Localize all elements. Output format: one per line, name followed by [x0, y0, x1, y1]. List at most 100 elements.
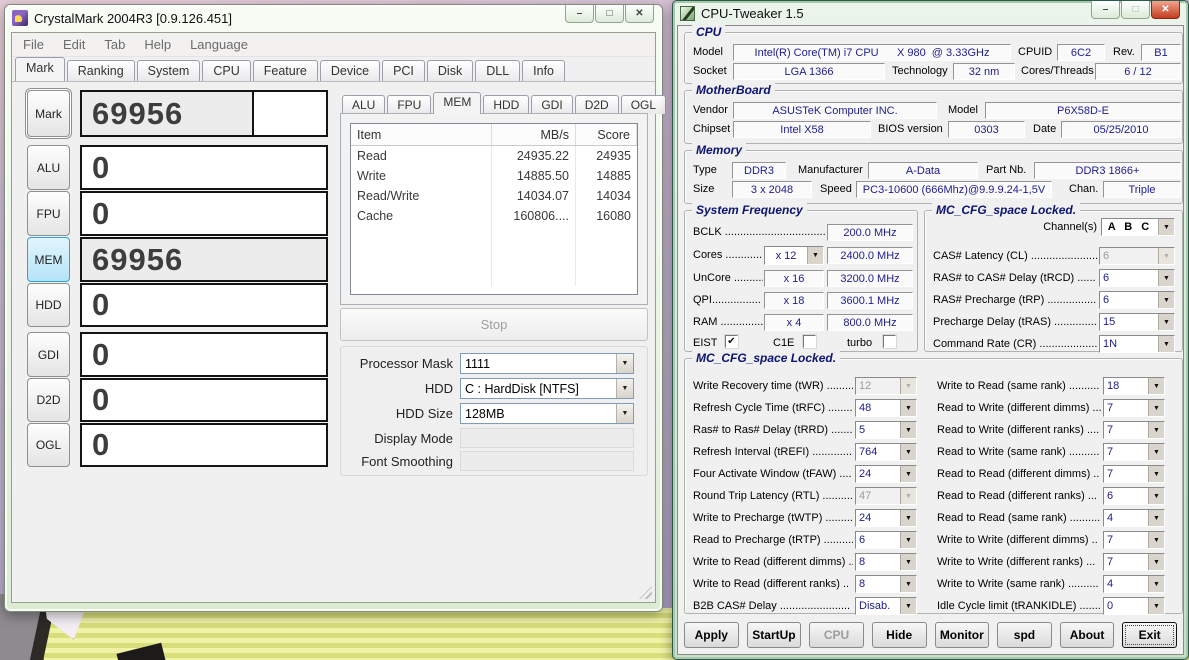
rtr-same-rank-select[interactable]: 4 — [1103, 509, 1165, 527]
maximize-icon[interactable] — [595, 5, 624, 23]
alu-score-box: 0 — [80, 145, 328, 190]
menu-language[interactable]: Language — [190, 37, 248, 52]
tab-device[interactable]: Device — [319, 60, 381, 81]
tab-feature[interactable]: Feature — [252, 60, 318, 81]
tab-mark[interactable]: Mark — [15, 57, 65, 81]
chevron-down-icon — [1148, 598, 1164, 614]
minimize-icon[interactable] — [1091, 1, 1120, 19]
col-score[interactable]: Score — [576, 124, 637, 145]
cputweaker-app-icon — [680, 5, 695, 21]
trcd-select[interactable]: 6 — [1099, 269, 1175, 287]
tab-pci[interactable]: PCI — [382, 60, 425, 81]
about-button[interactable]: About — [1059, 622, 1115, 648]
wtw-diff-ranks-select[interactable]: 7 — [1103, 553, 1165, 571]
tab-info[interactable]: Info — [522, 60, 566, 81]
rtw-diff-dimms-select[interactable]: 7 — [1103, 399, 1165, 417]
minimize-icon[interactable] — [565, 5, 594, 23]
hide-button[interactable]: Hide — [871, 622, 927, 648]
result-tab-d2d[interactable]: D2D — [574, 95, 619, 114]
gdi-button[interactable]: GDI — [27, 332, 70, 377]
col-item[interactable]: Item — [351, 124, 492, 145]
menu-edit[interactable]: Edit — [62, 37, 86, 52]
trrd-select[interactable]: 5 — [855, 421, 917, 439]
monitor-button[interactable]: Monitor — [934, 622, 990, 648]
startup-button[interactable]: StartUp — [746, 622, 802, 648]
command-rate-select[interactable]: 1N — [1099, 335, 1175, 353]
rtl-select[interactable]: 47 — [855, 487, 917, 505]
channels-select[interactable]: A B C — [1101, 218, 1175, 236]
menu-file[interactable]: File — [23, 37, 44, 52]
rtr-diff-dimms-select[interactable]: 7 — [1103, 465, 1165, 483]
menu-help[interactable]: Help — [144, 37, 172, 52]
cputweaker-titlebar[interactable]: CPU-Tweaker 1.5 — [673, 1, 1188, 25]
result-tab-alu[interactable]: ALU — [342, 95, 386, 114]
wtr-diff-dimms-value: 8 — [859, 556, 866, 568]
d2d-button[interactable]: D2D — [27, 378, 70, 422]
display-mode-row: Display Mode — [341, 428, 647, 450]
cas-latency-select[interactable]: 6 — [1099, 247, 1175, 265]
turbo-label: turbo — [847, 337, 873, 349]
maximize-icon[interactable] — [1121, 1, 1150, 19]
twr-select[interactable]: 12 — [855, 377, 917, 395]
cpu-button[interactable]: CPU — [809, 622, 864, 648]
processor-mask-select[interactable]: 1111 — [460, 353, 634, 374]
rtr-diff-ranks-select[interactable]: 6 — [1103, 487, 1165, 505]
memory-speed-value: PC3-10600 (666Mhz)@9.9.9.24-1,5V — [856, 181, 1052, 198]
exit-button[interactable]: Exit — [1122, 622, 1177, 648]
apply-button[interactable]: Apply — [684, 622, 739, 648]
tab-disk[interactable]: Disk — [426, 60, 474, 81]
menu-tab[interactable]: Tab — [104, 37, 126, 52]
spd-button[interactable]: spd — [997, 622, 1052, 648]
turbo-checkbox[interactable] — [883, 335, 896, 348]
wtr-diff-ranks-select[interactable]: 8 — [855, 575, 917, 593]
stop-button[interactable]: Stop — [340, 308, 648, 341]
result-tab-mem[interactable]: MEM — [433, 92, 482, 114]
ogl-button[interactable]: OGL — [27, 423, 70, 467]
cores-multiplier-select[interactable]: x 12 — [764, 246, 824, 265]
table-row-empty — [351, 246, 637, 266]
font-smoothing-row: Font Smoothing — [341, 451, 647, 473]
uncore-multiplier: x 16 — [764, 270, 824, 287]
tab-cpu[interactable]: CPU — [202, 60, 251, 81]
rtw-diff-dimms-value: 7 — [1107, 402, 1114, 414]
trfc-select[interactable]: 48 — [855, 399, 917, 417]
close-icon[interactable] — [625, 5, 654, 23]
trtp-select[interactable]: 6 — [855, 531, 917, 549]
resize-grip[interactable] — [639, 586, 652, 599]
wtr-same-rank-select[interactable]: 18 — [1103, 377, 1165, 395]
c1e-checkbox[interactable] — [803, 335, 816, 348]
wtr-diff-dimms-select[interactable]: 8 — [855, 553, 917, 571]
trankidle-select[interactable]: 0 — [1103, 597, 1165, 615]
alu-button[interactable]: ALU — [27, 145, 70, 190]
hdd-button[interactable]: HDD — [27, 283, 70, 327]
wtw-diff-dimms-select[interactable]: 7 — [1103, 531, 1165, 549]
tab-dll[interactable]: DLL — [475, 60, 521, 81]
trp-select[interactable]: 6 — [1099, 291, 1175, 309]
tab-ranking[interactable]: Ranking — [66, 60, 135, 81]
eist-checkbox[interactable] — [725, 335, 738, 348]
hdd-select[interactable]: C : HardDisk [NTFS] — [460, 378, 634, 399]
rtw-diff-ranks-select[interactable]: 7 — [1103, 421, 1165, 439]
fpu-button[interactable]: FPU — [27, 191, 70, 236]
hdd-size-select[interactable]: 128MB — [460, 403, 634, 424]
cpu-group: CPU Model Intel(R) Core(TM) i7 CPU X 980… — [684, 25, 1183, 84]
trefi-select[interactable]: 764 — [855, 443, 917, 461]
result-tab-gdi[interactable]: GDI — [531, 95, 573, 114]
tras-select[interactable]: 15 — [1099, 313, 1175, 331]
b2b-cas-delay-select[interactable]: Disab. — [855, 597, 917, 615]
crystalmark-titlebar[interactable]: CrystalMark 2004R3 [0.9.126.451] — [5, 5, 662, 31]
wtw-same-rank-select[interactable]: 4 — [1103, 575, 1165, 593]
rtw-diff-ranks-label: Read to Write (different ranks) .... — [937, 424, 1100, 436]
twtp-select[interactable]: 24 — [855, 509, 917, 527]
rtw-same-rank-select[interactable]: 7 — [1103, 443, 1165, 461]
close-icon[interactable] — [1151, 1, 1180, 19]
result-tab-hdd[interactable]: HDD — [483, 95, 530, 114]
result-tab-ogl[interactable]: OGL — [620, 95, 667, 114]
table-row-empty — [351, 266, 637, 286]
result-tab-fpu[interactable]: FPU — [387, 95, 432, 114]
mem-button[interactable]: MEM — [27, 237, 70, 282]
tfaw-select[interactable]: 24 — [855, 465, 917, 483]
tab-system[interactable]: System — [136, 60, 201, 81]
col-mbs[interactable]: MB/s — [492, 124, 576, 145]
mark-button[interactable]: Mark — [27, 90, 70, 137]
